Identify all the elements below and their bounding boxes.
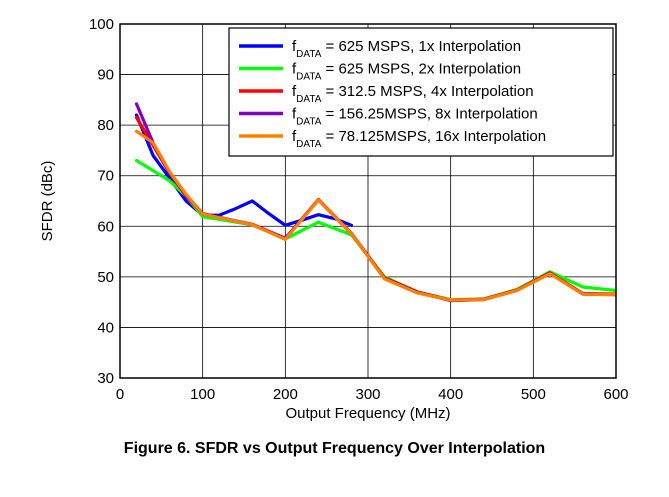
tick-labels: 0 100 200 300 400 500 600 30 40 50 60 70 80 90 100	[89, 16, 629, 403]
legend: fDATA = 625 MSPS, 1x InterpolationfDATA …	[228, 27, 614, 157]
figure-caption: Figure 6. SFDR vs Output Frequency Over …	[123, 440, 546, 457]
y-tick-label: 100	[89, 16, 114, 33]
plot-border	[119, 23, 617, 379]
y-tick-label: 90	[97, 67, 114, 84]
legend-label: fDATA = 625 MSPS, 2x Interpolation	[292, 61, 521, 83]
x-axis-title: Output Frequency (MHz)	[285, 405, 450, 422]
legend-label: fDATA = 625 MSPS, 1x Interpolation	[292, 38, 521, 60]
x-tick-label: 200	[273, 386, 298, 403]
legend-label: fDATA = 156.25MSPS, 8x Interpolation	[292, 106, 538, 128]
sfdr-line-chart: 0 100 200 300 400 500 600 30 40 50 60 70 80 90 100 Out…	[39, 16, 629, 422]
x-tick-label: 300	[355, 386, 380, 403]
x-tick-label: 400	[438, 386, 463, 403]
x-tick-label: 100	[190, 386, 215, 403]
y-axis-title: SFDR (dBc)	[39, 161, 56, 242]
x-tick-label: 500	[521, 386, 546, 403]
y-tick-label: 60	[97, 218, 114, 235]
series-line-5	[134, 129, 616, 302]
legend-box	[228, 27, 614, 157]
y-tick-label: 30	[97, 370, 114, 387]
legend-label: fDATA = 78.125MSPS, 16x Interpolation	[292, 128, 546, 150]
x-tick-label: 600	[603, 386, 628, 403]
series-lines	[134, 102, 616, 303]
x-tick-label: 0	[116, 386, 124, 403]
y-tick-label: 40	[97, 319, 114, 336]
y-tick-label: 80	[97, 117, 114, 134]
y-tick-label: 50	[97, 269, 114, 286]
legend-label: fDATA = 312.5 MSPS, 4x Interpolation	[292, 83, 534, 105]
series-line-2	[134, 158, 616, 302]
y-tick-label: 70	[97, 168, 114, 185]
